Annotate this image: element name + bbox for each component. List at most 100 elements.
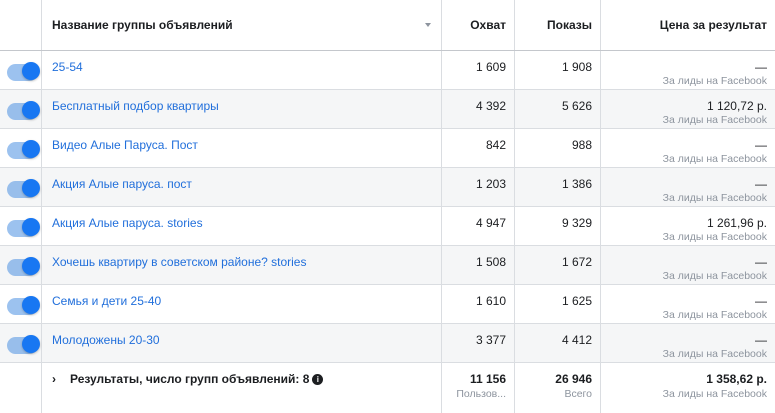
reach-cell: 842	[442, 129, 515, 167]
header-impressions[interactable]: Показы	[515, 0, 601, 50]
reach-cell: 1 203	[442, 168, 515, 206]
toggle-cell	[0, 90, 42, 128]
header-name[interactable]: Название группы объявлений	[42, 0, 442, 50]
toggle-cell	[0, 168, 42, 206]
name-cell: Бесплатный подбор квартиры	[42, 90, 442, 128]
toggle-cell	[0, 207, 42, 245]
footer-cost-sub: За лиды на Facebook	[662, 388, 767, 400]
ad-group-name-link[interactable]: Видео Алые Паруса. Пост	[52, 138, 198, 152]
footer-reach-value: 11 156	[469, 372, 506, 386]
reach-cell: 4 947	[442, 207, 515, 245]
impressions-cell: 1 386	[515, 168, 601, 206]
header-impressions-label: Показы	[547, 18, 592, 32]
ad-group-name-link[interactable]: Молодожены 20-30	[52, 333, 160, 347]
reach-value: 4 392	[475, 99, 506, 113]
reach-value: 1 508	[475, 255, 506, 269]
footer-toggle-col	[0, 363, 42, 413]
header-cost-label: Цена за результат	[659, 18, 767, 32]
impressions-value: 1 625	[561, 294, 592, 308]
table-row: Акция Алые паруса. пост 1 203 1 386 — За лид…	[0, 168, 775, 207]
cost-sub-label: За лиды на Facebook	[662, 153, 767, 165]
info-icon[interactable]: i	[312, 374, 324, 386]
reach-cell: 1 508	[442, 246, 515, 284]
ad-group-name-link[interactable]: Хочешь квартиру в советском районе? stor…	[52, 255, 307, 269]
toggle-knob[interactable]	[22, 218, 40, 236]
impressions-cell: 988	[515, 129, 601, 167]
toggle-knob[interactable]	[22, 62, 40, 80]
ad-group-name-link[interactable]: Семья и дети 25-40	[52, 294, 162, 308]
toggle-cell	[0, 51, 42, 89]
cost-value: 1 261,96 р.	[706, 216, 767, 230]
toggle-knob[interactable]	[22, 101, 40, 119]
ad-group-name-link[interactable]: Бесплатный подбор квартиры	[52, 99, 219, 113]
impressions-value: 1 386	[561, 177, 592, 191]
cost-cell: 1 261,96 р. За лиды на Facebook	[601, 207, 775, 245]
header-reach[interactable]: Охват	[442, 0, 515, 50]
impressions-value: 9 329	[561, 216, 592, 230]
table-row: Видео Алые Паруса. Пост 842 988 — За лиды на…	[0, 129, 775, 168]
reach-cell: 1 610	[442, 285, 515, 323]
cost-value: —	[755, 60, 767, 74]
toggle-cell	[0, 285, 42, 323]
reach-value: 842	[485, 138, 506, 152]
ad-group-name-link[interactable]: Акция Алые паруса. пост	[52, 177, 192, 191]
footer-impressions-sub: Всего	[564, 388, 592, 400]
cost-value: —	[755, 138, 767, 152]
toggle-knob[interactable]	[22, 296, 40, 314]
name-cell: Видео Алые Паруса. Пост	[42, 129, 442, 167]
cost-value: 1 120,72 р.	[706, 99, 767, 113]
header-cost[interactable]: Цена за результат	[601, 0, 775, 50]
cost-value: —	[755, 177, 767, 191]
header-toggle-col	[0, 0, 42, 50]
cost-sub-label: За лиды на Facebook	[662, 309, 767, 321]
cost-sub-label: За лиды на Facebook	[662, 348, 767, 360]
impressions-value: 988	[571, 138, 592, 152]
cost-cell: — За лиды на Facebook	[601, 324, 775, 362]
impressions-cell: 9 329	[515, 207, 601, 245]
reach-cell: 4 392	[442, 90, 515, 128]
name-cell: Акция Алые паруса. пост	[42, 168, 442, 206]
table-row: Семья и дети 25-40 1 610 1 625 — За лиды на …	[0, 285, 775, 324]
reach-value: 1 610	[475, 294, 506, 308]
footer-reach-sub: Пользов...	[456, 388, 506, 400]
sort-caret-icon[interactable]	[425, 23, 431, 27]
toggle-knob[interactable]	[22, 335, 40, 353]
name-cell: Акция Алые паруса. stories	[42, 207, 442, 245]
header-reach-label: Охват	[470, 18, 506, 32]
impressions-cell: 1 672	[515, 246, 601, 284]
name-cell: Молодожены 20-30	[42, 324, 442, 362]
chevron-right-icon[interactable]: ›	[52, 372, 56, 386]
cost-cell: — За лиды на Facebook	[601, 168, 775, 206]
reach-cell: 1 609	[442, 51, 515, 89]
impressions-cell: 1 625	[515, 285, 601, 323]
cost-sub-label: За лиды на Facebook	[662, 192, 767, 204]
name-cell: Хочешь квартиру в советском районе? stor…	[42, 246, 442, 284]
impressions-cell: 1 908	[515, 51, 601, 89]
impressions-cell: 4 412	[515, 324, 601, 362]
toggle-knob[interactable]	[22, 179, 40, 197]
reach-value: 4 947	[475, 216, 506, 230]
footer-reach: 11 156 Пользов...	[442, 363, 515, 413]
cost-cell: 1 120,72 р. За лиды на Facebook	[601, 90, 775, 128]
summary-text: Результаты, число групп объявлений: 8	[70, 372, 310, 386]
impressions-value: 1 672	[561, 255, 592, 269]
cost-sub-label: За лиды на Facebook	[662, 75, 767, 87]
cost-sub-label: За лиды на Facebook	[662, 114, 767, 126]
cost-value: —	[755, 255, 767, 269]
toggle-cell	[0, 246, 42, 284]
table-row: Бесплатный подбор квартиры 4 392 5 626 1 12…	[0, 90, 775, 129]
toggle-knob[interactable]	[22, 257, 40, 275]
ad-group-name-link[interactable]: Акция Алые паруса. stories	[52, 216, 203, 230]
impressions-value: 1 908	[561, 60, 592, 74]
toggle-knob[interactable]	[22, 140, 40, 158]
reach-value: 1 609	[475, 60, 506, 74]
cost-value: —	[755, 294, 767, 308]
table-row: Молодожены 20-30 3 377 4 412 — За лиды на Fa…	[0, 324, 775, 363]
cost-cell: — За лиды на Facebook	[601, 129, 775, 167]
table-header: Название группы объявлений Охват Показы …	[0, 0, 775, 51]
ad-group-name-link[interactable]: 25-54	[52, 60, 83, 74]
